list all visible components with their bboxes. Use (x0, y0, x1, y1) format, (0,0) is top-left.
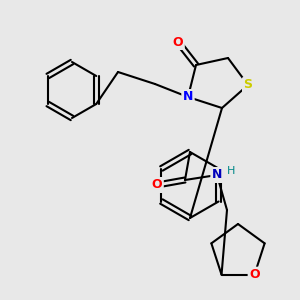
Text: N: N (183, 91, 193, 103)
Text: O: O (249, 268, 260, 281)
Text: O: O (173, 35, 183, 49)
Text: S: S (244, 79, 253, 92)
Text: N: N (212, 169, 222, 182)
Text: H: H (227, 166, 235, 176)
Text: O: O (152, 178, 162, 191)
